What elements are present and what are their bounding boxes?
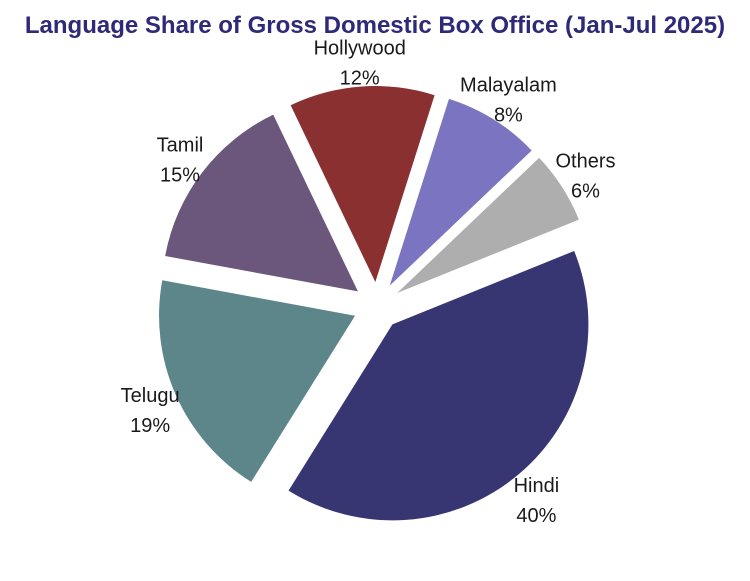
slice-label-telugu: Telugu 19% xyxy=(121,385,180,437)
slice-label-hindi: Hindi 40% xyxy=(514,475,560,527)
pie-slice-telugu xyxy=(159,280,356,482)
slice-category-label: Others xyxy=(555,151,615,173)
slice-category-label: Telugu xyxy=(121,385,180,407)
pie-slice-others xyxy=(397,157,579,293)
slice-category-label: Hollywood xyxy=(314,38,406,60)
pie-slices xyxy=(159,86,589,521)
slice-value-label: 6% xyxy=(571,181,600,203)
slice-category-label: Tamil xyxy=(157,134,204,156)
pie-slice-hindi xyxy=(288,250,589,521)
slice-label-malayalam: Malayalam 8% xyxy=(460,75,557,127)
slice-value-label: 8% xyxy=(494,105,523,127)
slice-value-label: 19% xyxy=(130,415,170,437)
pie-slice-malayalam xyxy=(389,98,532,286)
slice-value-label: 15% xyxy=(160,164,200,186)
slice-value-label: 12% xyxy=(340,68,380,90)
pie-slice-tamil xyxy=(165,114,358,292)
pie-slice-hollywood xyxy=(290,86,435,283)
slice-label-others: Others 6% xyxy=(555,151,615,203)
slice-category-label: Malayalam xyxy=(460,75,557,97)
slice-label-tamil: Tamil 15% xyxy=(157,134,204,186)
slice-label-hollywood: Hollywood 12% xyxy=(314,38,406,90)
slice-category-label: Hindi xyxy=(514,475,560,497)
slice-value-label: 40% xyxy=(516,505,556,527)
chart-title: Language Share of Gross Domestic Box Off… xyxy=(24,12,726,39)
pie-labels: Hindi 40% Telugu 19% Tamil 15% Hollywood 12% Mal… xyxy=(121,38,616,527)
